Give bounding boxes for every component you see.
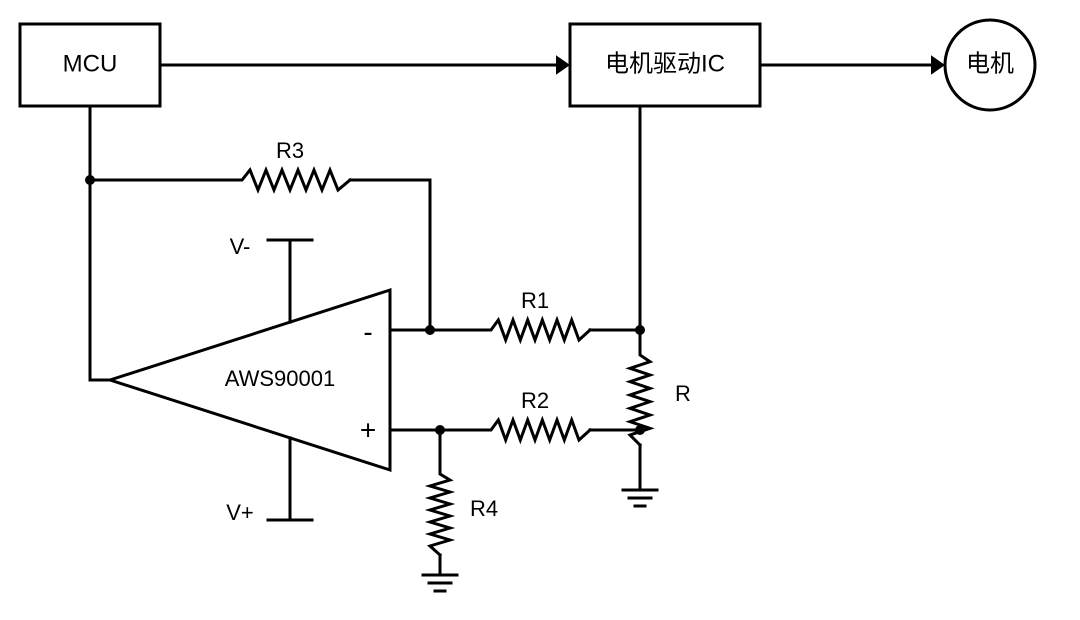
- svg-text:V-: V-: [230, 234, 251, 259]
- svg-text:AWS90001: AWS90001: [225, 366, 335, 391]
- circuit-diagram: MCU 电机驱动IC 电机 AWS90001 - + V- V+ R R1 R2 R3 R4: [0, 0, 1080, 620]
- svg-text:R1: R1: [521, 288, 549, 313]
- svg-text:MCU: MCU: [63, 50, 118, 77]
- svg-text:电机驱动IC: 电机驱动IC: [605, 50, 725, 77]
- svg-text:R: R: [675, 381, 691, 406]
- svg-text:-: -: [363, 316, 372, 347]
- svg-text:+: +: [360, 414, 376, 445]
- svg-text:R3: R3: [276, 138, 304, 163]
- svg-text:R4: R4: [470, 496, 498, 521]
- svg-text:R2: R2: [521, 388, 549, 413]
- svg-text:V+: V+: [226, 500, 254, 525]
- svg-text:电机: 电机: [966, 50, 1014, 77]
